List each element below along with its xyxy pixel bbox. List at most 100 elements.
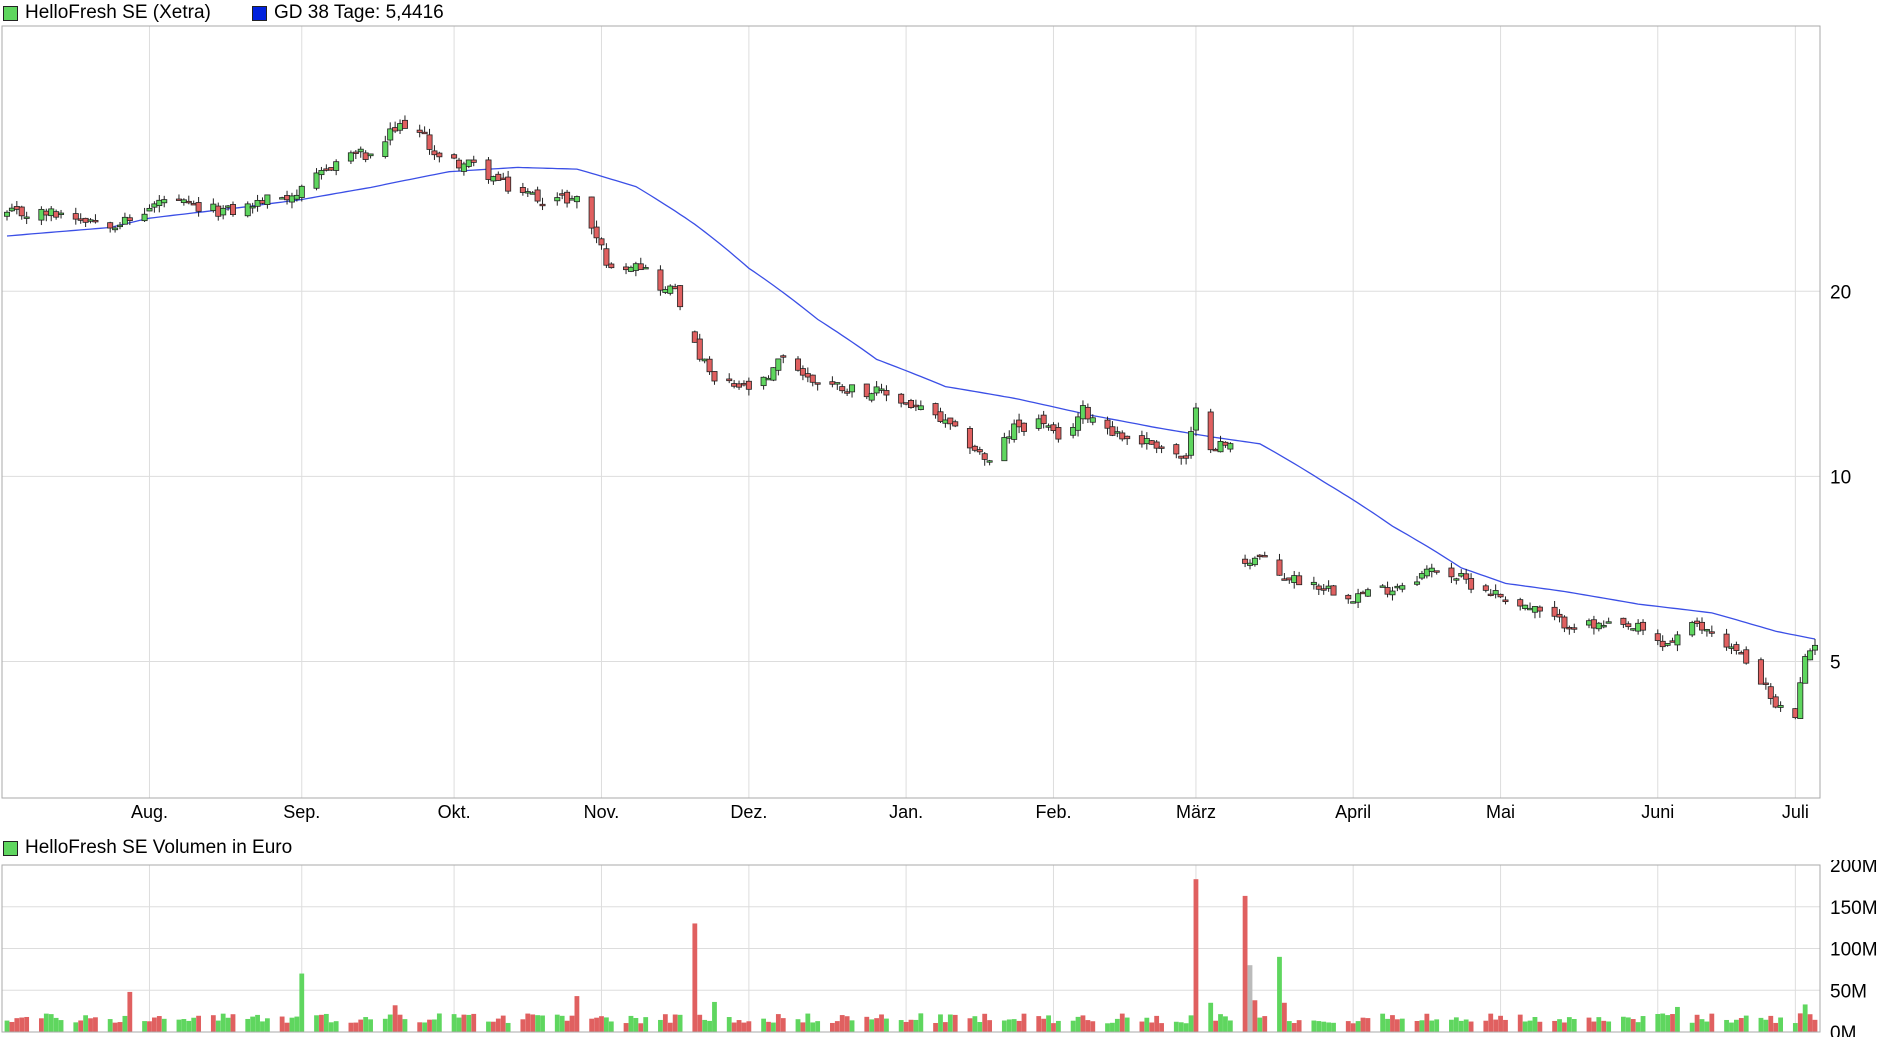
candlestick <box>829 376 836 388</box>
volume-bar <box>471 1013 477 1032</box>
candlestick <box>141 207 148 223</box>
candlestick <box>1227 442 1234 453</box>
candle-body-up <box>701 358 708 362</box>
volume-bar <box>1119 1013 1125 1032</box>
candlestick <box>593 220 600 244</box>
candle-body-up <box>1006 436 1013 439</box>
candlestick <box>1320 583 1327 595</box>
volume-bar <box>333 1021 339 1032</box>
candlestick <box>1625 621 1632 630</box>
ma-legend-swatch <box>252 5 267 21</box>
candlestick <box>416 124 423 138</box>
candlestick <box>795 356 802 372</box>
volume-bar <box>1173 1021 1179 1032</box>
volume-bar <box>1458 1020 1464 1032</box>
candle-body-down <box>844 391 851 394</box>
candlestick <box>937 407 944 423</box>
candle-body-up <box>986 460 993 463</box>
volume-bar <box>1311 1020 1317 1032</box>
candle-body-down <box>1104 419 1111 429</box>
candlestick <box>1699 617 1706 635</box>
candlestick <box>485 157 492 184</box>
candle-body-up <box>1689 622 1696 636</box>
candlestick <box>23 211 30 225</box>
candle-body-up <box>357 148 364 153</box>
candle-body-down <box>1561 616 1568 629</box>
y-tick-label: 10 <box>1830 467 1851 488</box>
candle-body-up <box>87 219 94 222</box>
volume-bar <box>1380 1013 1386 1032</box>
candlestick <box>1158 445 1165 454</box>
volume-bar <box>1812 1019 1818 1032</box>
candle-body-down <box>1173 444 1180 455</box>
candlestick <box>1527 602 1534 611</box>
candlestick <box>898 392 905 408</box>
candle-body-down <box>43 210 50 216</box>
x-tick-label: Dez. <box>730 802 767 822</box>
candlestick <box>1600 620 1607 629</box>
volume-bar <box>432 1019 437 1032</box>
candlestick <box>554 192 561 206</box>
volume-bar <box>1277 956 1282 1032</box>
candlestick <box>1075 412 1082 437</box>
candle-body-down <box>883 390 890 396</box>
volume-bar <box>1453 1017 1459 1032</box>
volume-bar <box>436 1013 442 1032</box>
candlestick <box>1551 600 1558 621</box>
candlestick <box>180 198 187 206</box>
candle-body-down <box>1497 593 1504 598</box>
volume-bar <box>122 1015 128 1032</box>
candle-body-up <box>254 199 261 207</box>
volume-legend-item: HelloFresh SE Volumen in Euro <box>3 837 292 859</box>
volume-bar <box>1055 1020 1061 1032</box>
volume-bar <box>736 1020 742 1032</box>
volume-bar <box>589 1018 595 1032</box>
volume-bar <box>623 1023 629 1032</box>
candle-body-up <box>775 358 782 371</box>
candle-body-up <box>878 388 885 391</box>
candle-body-up <box>293 194 300 200</box>
candlestick <box>500 172 507 181</box>
candle-body-down <box>1536 606 1543 612</box>
candle-body-down <box>1767 686 1774 699</box>
candle-body-down <box>259 200 266 204</box>
candlestick <box>1355 588 1362 608</box>
candlestick <box>421 126 428 135</box>
volume-bar <box>741 1022 747 1032</box>
x-tick-label: Aug. <box>131 802 168 822</box>
candlestick <box>1256 554 1263 560</box>
candle-body-down <box>92 220 99 223</box>
volume-bar <box>864 1016 870 1032</box>
candle-body-up <box>873 386 880 394</box>
candle-body-down <box>421 131 428 135</box>
candle-body-up <box>1531 606 1538 613</box>
volume-bar <box>191 1017 197 1032</box>
volume-bar <box>1802 1004 1808 1032</box>
candle-body-down <box>1119 432 1126 440</box>
volume-bar <box>1011 1019 1017 1032</box>
candle-body-down <box>1055 427 1062 440</box>
volume-bar <box>1345 1021 1351 1032</box>
candlestick <box>53 209 60 220</box>
candle-body-down <box>1571 627 1578 630</box>
candle-body-up <box>765 377 772 381</box>
candle-body-up <box>249 206 256 209</box>
volume-bar <box>1768 1015 1774 1032</box>
candlestick <box>1384 581 1391 598</box>
candle-body-up <box>1600 625 1607 628</box>
candle-body-down <box>947 417 954 425</box>
volume-bar <box>14 1018 20 1032</box>
candle-body-down <box>77 218 84 221</box>
candlestick <box>947 417 954 430</box>
candlestick <box>775 358 782 376</box>
x-tick-label: Juli <box>1782 802 1809 822</box>
candlestick <box>1414 575 1421 586</box>
candle-body-up <box>347 152 354 162</box>
candlestick <box>1011 419 1018 443</box>
candlestick <box>117 221 124 230</box>
candlestick <box>736 380 743 390</box>
candlestick <box>1492 584 1499 599</box>
candle-body-down <box>1315 585 1322 590</box>
candlestick <box>1153 440 1160 454</box>
candlestick <box>873 381 880 396</box>
